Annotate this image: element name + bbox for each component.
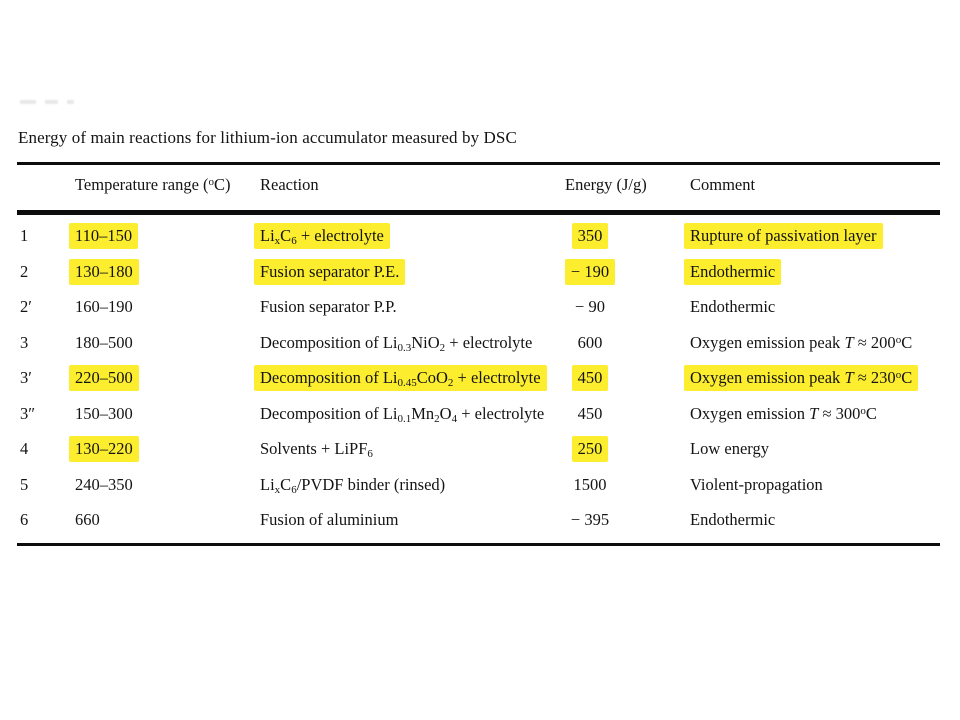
highlight-mark: Endothermic [684, 258, 782, 285]
column-header-comment: Comment [690, 175, 756, 194]
cell-comment: Oxygen emission peak T ≈ 200oC [690, 332, 913, 352]
table-row: 3 180–500 Decomposition of Li0.3NiO2 + ele… [0, 333, 960, 357]
cell-energy: − 90 [575, 297, 605, 316]
cell-reaction: Decomposition of Li0.1Mn2O4 + electrolyt… [260, 403, 545, 425]
column-header-temperature: Temperature range (oC) [75, 175, 231, 194]
cell-comment: Violent-propagation [690, 474, 823, 494]
faded-table-caption [20, 100, 79, 108]
cell-temperature: 160–190 [75, 297, 133, 316]
cell-id: 2′ [20, 297, 32, 316]
cell-reaction: Solvents + LiPF6 [260, 439, 373, 460]
cell-reaction: Decomposition of Li0.45CoO2 + electrolyt… [254, 365, 547, 391]
highlight-mark: 110–150 [69, 223, 139, 249]
table-row: 3′ 220–500 Decomposition of Li0.45CoO2 + e… [0, 365, 960, 392]
cell-comment: Oxygen emission peak T ≈ 230oC [684, 365, 919, 391]
cell-energy: 250 [548, 436, 632, 462]
cell-id: 1 [20, 226, 29, 245]
faded-caption-mark [20, 100, 36, 104]
table-bottom-rule [17, 543, 940, 546]
cell-energy: 450 [548, 365, 632, 391]
cell-comment: Rupture of passivation layer [684, 223, 883, 249]
cell-reaction: Fusion of aluminium [260, 510, 399, 529]
table-row: 2 130–180 Fusion separator P.E. − 190 Endoth… [0, 258, 960, 286]
cell-reaction: LixC6 + electrolyte [254, 223, 390, 249]
table-row: 5 240–350 LixC6/PVDF binder (rinsed) 1500 Vi… [0, 475, 960, 499]
cell-reaction: Decomposition of Li0.3NiO2 + electrolyte [260, 332, 533, 354]
table-row: 1 110–150 LixC6 + electrolyte 350 Rupture of… [0, 223, 960, 250]
cell-id: 4 [20, 439, 29, 458]
cell-id: 3″ [20, 403, 36, 423]
cell-reaction: LixC6/PVDF binder (rinsed) [260, 474, 446, 496]
highlight-mark: Decomposition of Li0.45CoO2 + electrolyt… [254, 365, 547, 391]
cell-reaction: Fusion separator P.E. [254, 258, 406, 285]
table-row: 6 660 Fusion of aluminium − 395 Endothermic [0, 510, 960, 534]
cell-temperature: 240–350 [75, 474, 133, 494]
cell-energy: − 395 [570, 510, 610, 529]
column-header-reaction: Reaction [260, 175, 319, 194]
table-title: Energy of main reactions for lithium-ion… [18, 128, 517, 147]
column-header-energy: Energy (J/g) [565, 175, 647, 194]
highlight-mark: 450 [571, 365, 609, 391]
highlight-mark: Rupture of passivation layer [684, 223, 883, 249]
table-header-separator-rule [17, 210, 940, 215]
cell-comment: Endothermic [690, 510, 776, 529]
highlight-mark: 350 [571, 223, 609, 249]
cell-comment: Low energy [690, 439, 769, 458]
cell-id: 3′ [20, 368, 32, 387]
faded-caption-mark [45, 100, 58, 104]
table-row: 4 130–220 Solvents + LiPF6 250 Low energy [0, 436, 960, 463]
table-row: 2′ 160–190 Fusion separator P.P. − 90 Endoth… [0, 297, 960, 321]
cell-energy: 350 [548, 223, 632, 249]
cell-comment: Endothermic [684, 258, 782, 285]
highlight-mark: Oxygen emission peak T ≈ 230oC [684, 365, 919, 391]
cell-id: 5 [20, 474, 29, 494]
highlight-mark: − 190 [564, 258, 616, 285]
cell-comment: Endothermic [690, 297, 776, 316]
cell-id: 2 [20, 261, 29, 281]
cell-energy: − 190 [548, 258, 632, 285]
cell-temperature: 660 [75, 510, 100, 529]
highlight-mark: 220–500 [69, 365, 139, 391]
cell-id: 6 [20, 510, 29, 529]
cell-id: 3 [20, 332, 29, 352]
table-top-rule [17, 162, 940, 165]
faded-caption-mark [67, 100, 74, 104]
cell-temperature: 130–220 [69, 436, 139, 462]
highlight-mark: 130–180 [69, 258, 139, 285]
cell-comment: Oxygen emission T ≈ 300oC [690, 403, 877, 423]
highlight-mark: 130–220 [69, 436, 139, 462]
cell-temperature: 150–300 [75, 403, 133, 423]
highlight-mark: Fusion separator P.E. [254, 258, 406, 285]
cell-energy: 600 [577, 332, 603, 352]
cell-energy: 450 [577, 403, 603, 423]
cell-temperature: 130–180 [69, 258, 139, 285]
cell-energy: 1500 [573, 474, 607, 494]
cell-temperature: 220–500 [69, 365, 139, 391]
highlight-mark: LixC6 + electrolyte [254, 223, 390, 249]
cell-temperature: 110–150 [69, 223, 139, 249]
cell-reaction: Fusion separator P.P. [260, 297, 397, 316]
cell-temperature: 180–500 [75, 332, 133, 352]
highlight-mark: 250 [571, 436, 609, 462]
table-row: 3″ 150–300 Decomposition of Li0.1Mn2O4 + e… [0, 404, 960, 428]
